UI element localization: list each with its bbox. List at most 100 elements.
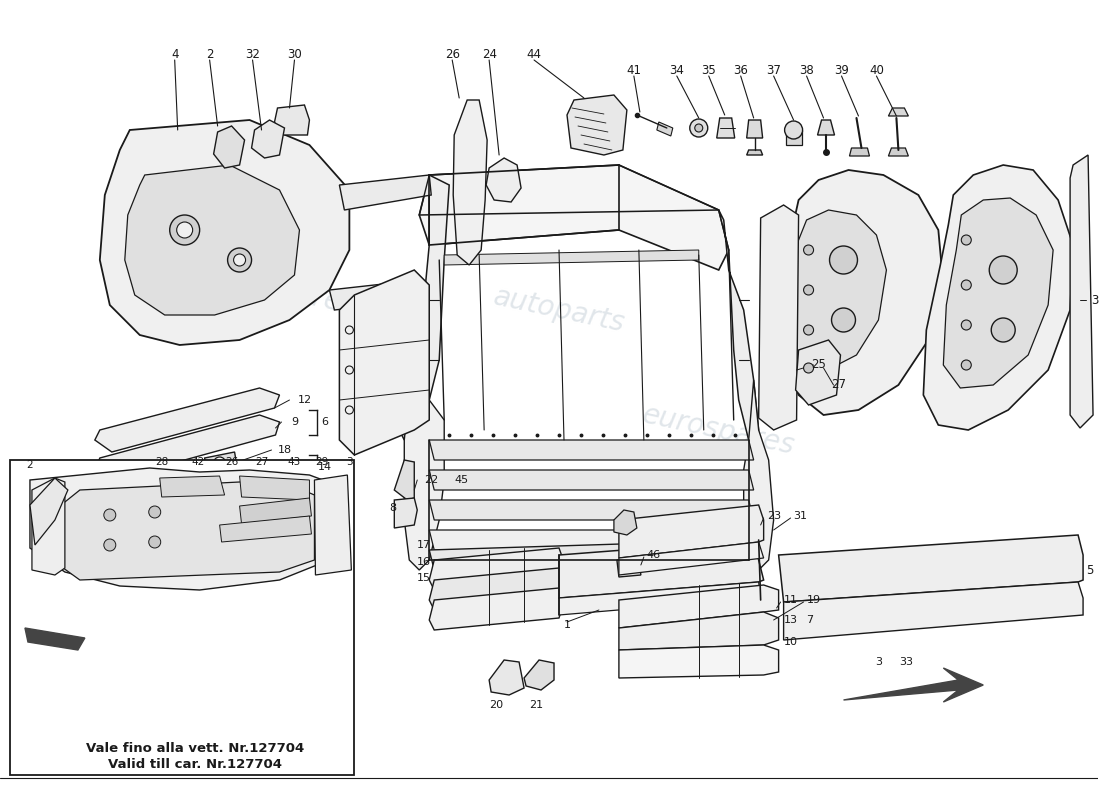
Circle shape <box>989 256 1018 284</box>
Polygon shape <box>429 568 564 610</box>
Text: 33: 33 <box>900 657 913 667</box>
Text: 19: 19 <box>806 595 821 605</box>
Text: 25: 25 <box>811 358 826 371</box>
Polygon shape <box>785 130 802 145</box>
Text: 26: 26 <box>226 457 239 467</box>
Polygon shape <box>619 645 779 678</box>
Polygon shape <box>399 175 449 440</box>
Text: 6: 6 <box>321 417 328 427</box>
Polygon shape <box>160 476 224 497</box>
Polygon shape <box>1070 155 1093 428</box>
Text: 28: 28 <box>155 457 168 467</box>
Circle shape <box>804 363 814 373</box>
Polygon shape <box>747 120 762 138</box>
Text: 4: 4 <box>170 49 178 62</box>
Text: 9: 9 <box>290 417 298 427</box>
Circle shape <box>233 254 245 266</box>
Polygon shape <box>100 120 350 345</box>
Text: 2: 2 <box>206 49 213 62</box>
Polygon shape <box>419 165 728 270</box>
Bar <box>10 460 354 775</box>
Text: 43: 43 <box>288 457 301 467</box>
Text: 41: 41 <box>626 63 641 77</box>
Polygon shape <box>405 350 444 570</box>
Polygon shape <box>490 660 524 695</box>
Text: 15: 15 <box>417 573 431 583</box>
Polygon shape <box>205 452 238 475</box>
Polygon shape <box>429 540 754 570</box>
Polygon shape <box>329 280 421 310</box>
Text: 8: 8 <box>389 503 396 513</box>
Polygon shape <box>32 478 65 575</box>
Text: 40: 40 <box>869 63 884 77</box>
Text: 3: 3 <box>1091 294 1099 306</box>
Text: 27: 27 <box>830 378 846 391</box>
Text: 27: 27 <box>255 457 268 467</box>
Polygon shape <box>559 582 760 615</box>
Circle shape <box>804 245 814 255</box>
Circle shape <box>961 280 971 290</box>
Polygon shape <box>783 170 944 415</box>
Text: eurospares: eurospares <box>200 260 359 320</box>
Polygon shape <box>717 118 735 138</box>
Polygon shape <box>340 175 431 210</box>
Text: 29: 29 <box>315 457 328 467</box>
Polygon shape <box>849 148 869 156</box>
Polygon shape <box>619 612 779 650</box>
Text: 42: 42 <box>191 457 205 467</box>
Polygon shape <box>30 478 68 545</box>
Text: 35: 35 <box>702 63 716 77</box>
Text: 17: 17 <box>417 540 431 550</box>
Polygon shape <box>619 542 763 575</box>
Polygon shape <box>566 95 627 155</box>
Text: 44: 44 <box>527 49 541 62</box>
Polygon shape <box>315 475 351 575</box>
Polygon shape <box>220 516 311 542</box>
Polygon shape <box>889 108 909 116</box>
Polygon shape <box>795 340 840 405</box>
Polygon shape <box>95 388 279 452</box>
Polygon shape <box>240 498 311 524</box>
Polygon shape <box>429 588 564 630</box>
Text: 38: 38 <box>800 63 814 77</box>
Text: 11: 11 <box>783 595 798 605</box>
Polygon shape <box>779 535 1084 602</box>
Circle shape <box>829 246 858 274</box>
Polygon shape <box>844 668 983 702</box>
Circle shape <box>832 308 856 332</box>
Text: 7: 7 <box>806 615 814 625</box>
Text: 16: 16 <box>417 557 431 567</box>
Circle shape <box>961 360 971 370</box>
Circle shape <box>177 222 192 238</box>
Polygon shape <box>817 120 835 135</box>
Circle shape <box>103 509 116 521</box>
Polygon shape <box>453 100 487 265</box>
Text: 34: 34 <box>670 63 684 77</box>
Text: 31: 31 <box>793 511 807 521</box>
Polygon shape <box>340 270 429 455</box>
Polygon shape <box>95 415 279 480</box>
Polygon shape <box>559 540 763 598</box>
Circle shape <box>804 325 814 335</box>
Polygon shape <box>889 148 909 156</box>
Circle shape <box>169 215 199 245</box>
Text: eurospares: eurospares <box>640 400 798 460</box>
Text: 32: 32 <box>245 49 260 62</box>
Polygon shape <box>923 165 1074 430</box>
Polygon shape <box>394 460 415 500</box>
Polygon shape <box>444 250 698 265</box>
Text: 39: 39 <box>834 63 849 77</box>
Text: 22: 22 <box>425 475 439 485</box>
Text: autoparts: autoparts <box>491 282 627 338</box>
Polygon shape <box>783 582 1084 640</box>
Text: 24: 24 <box>482 49 496 62</box>
Text: 10: 10 <box>783 637 798 647</box>
Text: 3: 3 <box>346 457 353 467</box>
Text: 12: 12 <box>297 395 311 405</box>
Polygon shape <box>252 120 285 158</box>
Text: 30: 30 <box>287 49 301 62</box>
Circle shape <box>690 119 707 137</box>
Text: 18: 18 <box>277 445 292 455</box>
Circle shape <box>991 318 1015 342</box>
Text: 46: 46 <box>647 550 661 560</box>
